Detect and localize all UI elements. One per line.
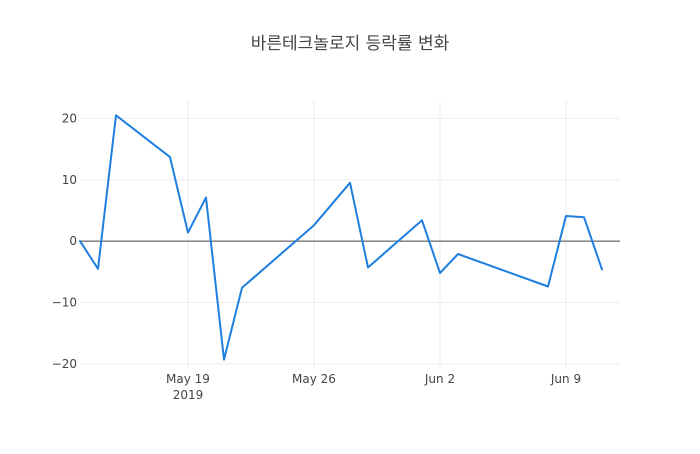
x-tick-sublabel: 2019 bbox=[173, 388, 204, 402]
y-gridlines bbox=[80, 117, 620, 365]
series-layer bbox=[79, 114, 603, 361]
y-axis: 20 10 0 −10 −20 bbox=[52, 111, 77, 370]
y-tick-label: 20 bbox=[62, 111, 77, 125]
x-tick-label: May 26 bbox=[292, 372, 336, 386]
y-tick-label: 10 bbox=[62, 173, 77, 187]
x-gridlines bbox=[187, 100, 567, 370]
y-tick-label: 0 bbox=[69, 234, 77, 248]
y-tick-label: −10 bbox=[52, 296, 77, 310]
y-tick-label: −20 bbox=[52, 357, 77, 371]
x-tick-label: May 19 bbox=[166, 372, 210, 386]
x-axis: May 19 2019 May 26 Jun 2 Jun 9 bbox=[166, 372, 581, 402]
x-tick-label: Jun 9 bbox=[550, 372, 581, 386]
chart-title: 바른테크놀로지 등락률 변화 bbox=[251, 34, 450, 54]
series-line bbox=[79, 114, 603, 361]
x-tick-label: Jun 2 bbox=[424, 372, 455, 386]
